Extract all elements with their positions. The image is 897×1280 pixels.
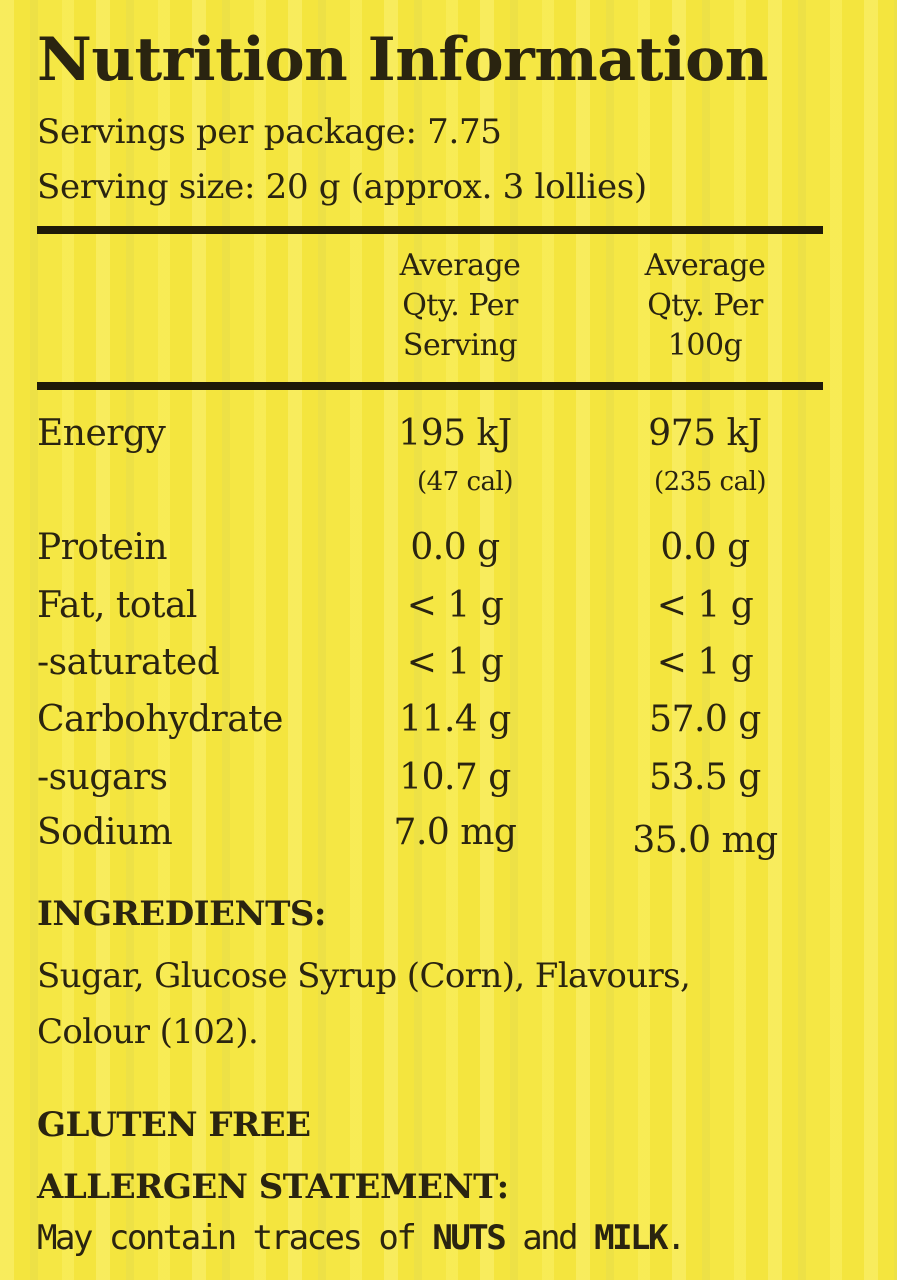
ingredients-text: Sugar, Glucose Syrup (Corn), Flavours, C… [37,948,857,1060]
allergen-statement: May contain traces of NUTS and MILK. [37,1210,897,1266]
value-per-serving: 10.7 g [399,757,511,798]
ingredients-line: Colour (102). [37,1012,259,1052]
value-per-serving: 7.0 mg [393,812,517,853]
column-header-line: Serving [402,328,518,363]
value-per-serving: 195 kJ [398,413,512,454]
value-per-100g: 35.0 mg [632,820,778,861]
servings-per-package: Servings per package: 7.75 [37,112,502,152]
allergen-nuts: NUTS [432,1218,506,1258]
table-row: Fat, total < 1 g < 1 g [0,588,897,648]
table-row: -saturated < 1 g < 1 g [0,645,897,705]
value-per-serving: < 1 g [406,585,504,626]
ingredients-heading: INGREDIENTS: [37,894,326,934]
column-header-line: Average [399,248,521,283]
table-row: Carbohydrate 11.4 g 57.0 g [0,702,897,762]
gluten-free-label: GLUTEN FREE [37,1105,311,1145]
table-row: -sugars 10.7 g 53.5 g [0,760,897,820]
row-label: Fat, total [37,585,197,626]
column-header-line: Qty. Per [402,288,518,323]
value-per-100g: 57.0 g [649,699,761,740]
value-per-100g: 53.5 g [649,757,761,798]
top-divider [37,226,823,234]
column-header-line: Qty. Per [647,288,763,323]
value-per-100g: < 1 g [656,585,754,626]
value-per-serving: 0.0 g [410,527,500,568]
energy-cal-per-serving: (47 cal) [416,467,514,497]
allergen-prefix: May contain traces of [37,1218,433,1258]
allergen-suffix: . [665,1218,686,1258]
value-per-serving: < 1 g [406,642,504,683]
row-label: Sodium [37,812,173,853]
value-per-100g: 975 kJ [648,413,762,454]
allergen-heading: ALLERGEN STATEMENT: [37,1167,509,1207]
row-label: -saturated [37,642,220,683]
table-row: Sodium 7.0 mg 35.0 mg [0,815,897,875]
value-per-100g: 0.0 g [660,527,750,568]
column-header-line: 100g [667,328,743,363]
row-label: Carbohydrate [37,699,283,740]
value-per-100g: < 1 g [656,642,754,683]
value-per-serving: 11.4 g [399,699,511,740]
row-label: Protein [37,527,168,568]
row-label: Energy [37,413,166,454]
table-row: Protein 0.0 g 0.0 g [0,530,897,590]
row-label: -sugars [37,757,168,798]
energy-cal-per-100g: (235 cal) [653,467,767,497]
column-header-line: Average [644,248,766,283]
page-title: Nutrition Information [37,25,768,95]
header-divider [37,382,823,390]
table-row-energy: Energy 195 kJ 975 kJ [0,416,897,476]
column-header-per-100g: Average Qty. Per 100g [615,246,795,366]
ingredients-line: Sugar, Glucose Syrup (Corn), Flavours, [37,956,691,996]
column-header-per-serving: Average Qty. Per Serving [370,246,550,366]
allergen-milk: MILK [594,1218,668,1258]
serving-size: Serving size: 20 g (approx. 3 lollies) [37,167,647,207]
allergen-joiner: and [504,1218,595,1258]
